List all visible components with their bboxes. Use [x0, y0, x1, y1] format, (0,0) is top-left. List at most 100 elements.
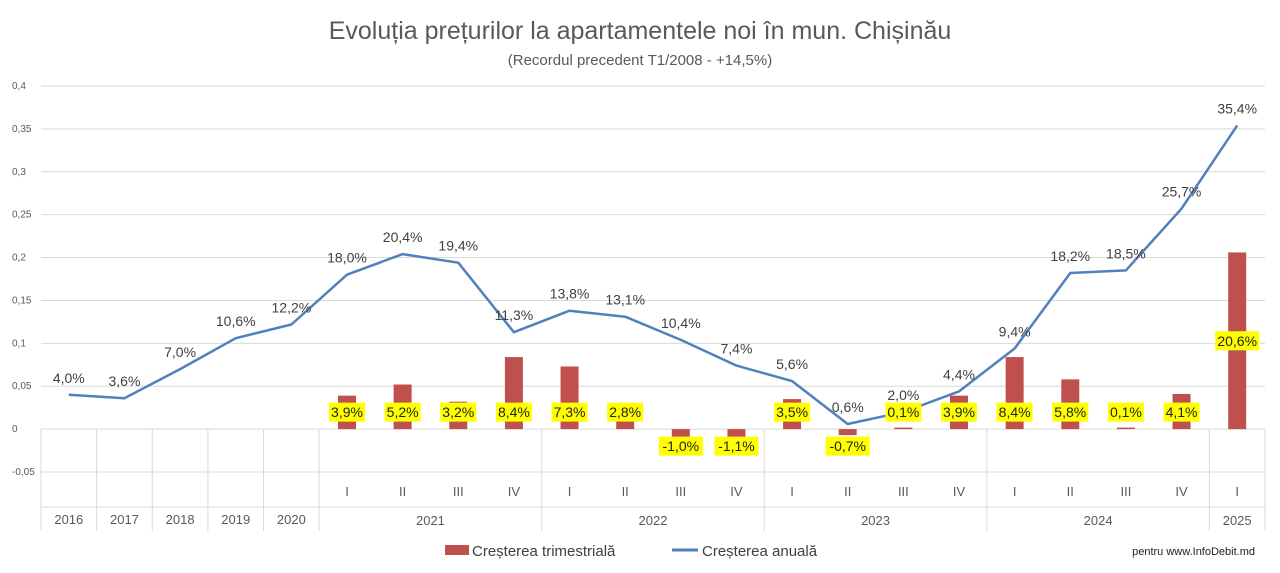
quarter-label: III [453, 484, 464, 499]
quarterly-value-label: -1,1% [718, 438, 755, 454]
quarter-label: IV [953, 484, 966, 499]
annual-value-label: 35,4% [1217, 100, 1257, 116]
annual-value-label: 20,4% [383, 229, 423, 245]
quarterly-label-highlight [440, 402, 477, 422]
quarterly-label-highlight [714, 436, 759, 456]
quarter-label: II [622, 484, 629, 499]
year-label: 2025 [1223, 513, 1252, 528]
annual-value-label: 25,7% [1162, 184, 1202, 200]
year-label: 2018 [166, 512, 195, 527]
year-label: 2023 [861, 513, 890, 528]
annual-value-label: 10,6% [216, 313, 256, 329]
annual-value-label: 2,0% [887, 387, 919, 403]
quarter-label: I [1013, 484, 1017, 499]
quarterly-label-highlight [996, 402, 1033, 422]
quarter-label: IV [1175, 484, 1188, 499]
quarterly-value-label: 3,9% [943, 404, 975, 420]
legend: Creșterea trimestrială Creșterea anuală [445, 543, 818, 560]
quarterly-value-label: 3,5% [776, 404, 808, 420]
quarterly-label-highlight [774, 402, 811, 422]
annual-value-label: 3,6% [108, 373, 140, 389]
y-tick-label: 0,35 [12, 124, 32, 135]
annual-value-label: 7,4% [720, 341, 752, 357]
y-tick-label: -0,05 [12, 467, 35, 478]
quarterly-value-label: 5,8% [1054, 404, 1086, 420]
quarterly-label-highlight [885, 402, 922, 422]
quarter-label: II [399, 484, 406, 499]
year-label: 2017 [110, 512, 139, 527]
y-tick-label: 0,25 [12, 210, 32, 221]
y-tick-label: 0,05 [12, 381, 32, 392]
quarter-label: III [1120, 484, 1131, 499]
quarterly-value-label: 0,1% [887, 404, 919, 420]
quarterly-value-label: 7,3% [554, 404, 586, 420]
year-label: 2020 [277, 512, 306, 527]
quarterly-label-highlight [1215, 331, 1260, 351]
grid [41, 85, 1265, 473]
annual-growth-line [68, 124, 1239, 426]
annual-value-label: 18,0% [327, 250, 367, 266]
quarter-label: II [844, 484, 851, 499]
annual-value-label: 10,4% [661, 315, 701, 331]
quarter-label: I [790, 484, 794, 499]
year-label: 2021 [416, 513, 445, 528]
quarterly-label-highlight [825, 436, 870, 456]
y-tick-label: 0,2 [12, 253, 26, 264]
y-tick-label: 0,4 [12, 81, 26, 92]
credit-text: pentru www.InfoDebit.md [1132, 546, 1255, 558]
annual-value-label: 19,4% [438, 238, 478, 254]
bar [1116, 427, 1135, 430]
annual-value-label: 7,0% [164, 344, 196, 360]
chart-title: Evoluția prețurilor la apartamentele noi… [329, 17, 952, 45]
quarterly-value-label: 5,2% [387, 404, 419, 420]
bar [838, 429, 857, 436]
year-label: 2019 [221, 512, 250, 527]
annual-value-label: 18,2% [1050, 248, 1090, 264]
y-axis-ticks: -0,05 0 0,05 0,1 0,15 0,2 0,25 0,3 0,35 0,4 [12, 81, 35, 478]
bar [727, 429, 746, 439]
quarter-label: I [568, 484, 572, 499]
quarterly-label-highlight [1052, 402, 1089, 422]
quarterly-value-label: 8,4% [498, 404, 530, 420]
y-tick-label: 0,15 [12, 295, 32, 306]
quarterly-label-highlight [658, 436, 703, 456]
quarterly-label-highlight [1107, 402, 1144, 422]
quarterly-value-label: -1,0% [663, 438, 700, 454]
quarterly-value-label: 0,1% [1110, 404, 1142, 420]
legend-swatch-quarterly [445, 545, 469, 555]
year-label: 2022 [639, 513, 668, 528]
legend-label-annual: Creșterea anuală [702, 543, 818, 560]
annual-value-label: 12,2% [272, 299, 312, 315]
year-label: 2024 [1084, 513, 1113, 528]
quarterly-value-label: 4,1% [1166, 404, 1198, 420]
annual-line [68, 124, 1239, 426]
quarter-label: I [345, 484, 349, 499]
legend-label-quarterly: Creșterea trimestrială [472, 543, 616, 560]
y-tick-label: 0 [12, 424, 18, 435]
annual-value-label: 4,4% [943, 366, 975, 382]
year-label: 2016 [54, 512, 83, 527]
annual-value-label: 11,3% [495, 307, 534, 323]
quarter-label: IV [508, 484, 521, 499]
quarter-label: I [1235, 484, 1239, 499]
quarterly-value-label: 20,6% [1217, 333, 1257, 349]
annual-value-label: 18,5% [1106, 245, 1146, 261]
annual-value-label: 4,0% [53, 370, 85, 386]
y-tick-label: 0,1 [12, 338, 26, 349]
quarter-label: II [1067, 484, 1074, 499]
annual-value-label: 0,6% [832, 399, 864, 415]
annual-value-label: 13,8% [550, 286, 590, 302]
chart-subtitle: (Recordul precedent T1/2008 - +14,5%) [508, 52, 772, 69]
quarter-label: IV [730, 484, 743, 499]
quarterly-value-label: 8,4% [999, 404, 1031, 420]
quarterly-label-highlight [384, 402, 421, 422]
quarter-label: III [675, 484, 686, 499]
quarter-label: III [898, 484, 909, 499]
bar [894, 427, 913, 430]
quarterly-value-label: 3,2% [442, 404, 474, 420]
annual-value-label: 9,4% [999, 323, 1031, 339]
data-labels: 4,0% 3,6% 7,0% 10,6% 12,2% 18,0% 20,4% 19,4% 11,… [53, 100, 1260, 456]
bar [671, 429, 690, 438]
